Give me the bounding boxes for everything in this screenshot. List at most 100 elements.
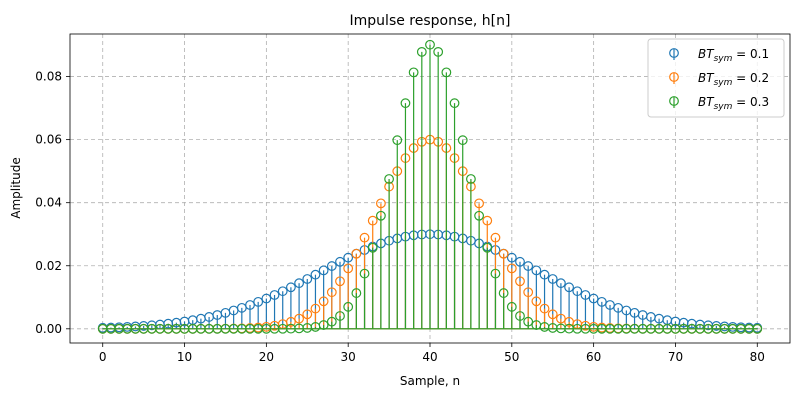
stem-marker [539, 303, 550, 314]
stem-marker [490, 232, 501, 243]
legend-entry: BTsym = 0.2 [669, 71, 769, 88]
legend-label: BTsym = 0.1 [698, 47, 769, 64]
stem-marker [310, 303, 321, 314]
legend-entry: BTsym = 0.1 [669, 47, 769, 64]
stem-marker [326, 287, 337, 298]
stem-marker [286, 282, 296, 293]
stem-marker [474, 210, 484, 221]
x-tick-label: 50 [504, 350, 519, 364]
stem-marker [269, 290, 280, 300]
stem-marker [515, 311, 525, 321]
stem-marker [433, 46, 444, 57]
stem-marker [351, 288, 362, 298]
stem-marker [564, 282, 574, 293]
x-tick-label: 10 [177, 350, 192, 364]
stem-marker [335, 276, 345, 287]
x-tick-label: 0 [99, 350, 107, 364]
y-tick-label: 0.08 [35, 70, 62, 84]
stem-marker [556, 278, 566, 289]
y-axis-label: Amplitude [9, 157, 23, 219]
stem-marker [318, 296, 329, 307]
legend-marker [669, 96, 679, 106]
y-tick-label: 0.00 [35, 322, 62, 336]
stem-marker [253, 296, 264, 307]
stem-marker [400, 98, 411, 109]
stem-marker [376, 198, 386, 209]
stem-marker [506, 252, 517, 263]
stem-marker [523, 316, 534, 327]
stem-marker [245, 300, 255, 310]
x-axis-label: Sample, n [400, 374, 460, 388]
x-tick-label: 80 [750, 350, 765, 364]
x-tick-label: 40 [422, 350, 437, 364]
legend-label: BTsym = 0.3 [698, 95, 769, 112]
stem-marker [343, 263, 354, 274]
stem-marker [302, 274, 313, 284]
stem-marker [531, 265, 542, 276]
stem-marker [326, 261, 337, 271]
stem-marker [515, 276, 525, 287]
stem-marker [367, 242, 378, 253]
legend-label: BTsym = 0.2 [698, 71, 769, 88]
stem-marker [318, 265, 329, 276]
stem-marker [556, 313, 566, 324]
axis-ticks: 0 10 20 30 40 50 60 70 80 0.00 0.02 0.04 0.06 0.08 [35, 70, 765, 364]
stem-marker [498, 248, 509, 259]
stem-marker [351, 248, 362, 259]
legend-marker [669, 72, 679, 82]
stem-marker [580, 290, 591, 300]
legend-box [647, 38, 785, 118]
stem-marker [457, 135, 468, 146]
stem-marker [588, 293, 599, 304]
stem-marker [294, 278, 304, 289]
stem-marker [441, 67, 452, 78]
stem-marker [482, 242, 493, 253]
stem-marker [335, 311, 345, 321]
stem-marker [752, 323, 763, 334]
stem-marker [392, 135, 403, 146]
legend: BTsym = 0.1 BTsym = 0.2 BTsym = 0.3 [647, 38, 785, 118]
stem-marker [286, 316, 296, 327]
stem-marker [490, 268, 501, 279]
stem-marker [474, 198, 484, 209]
legend-marker [669, 48, 679, 58]
stem-marker [326, 316, 337, 327]
stem-marker [359, 268, 370, 279]
series-3 [97, 39, 763, 334]
stem-marker [384, 174, 394, 184]
stem-marker [294, 313, 304, 324]
x-tick-label: 20 [259, 350, 274, 364]
legend-entry: BTsym = 0.3 [669, 95, 769, 112]
chart-title: Impulse response, h[n] [350, 13, 511, 29]
stem-series [97, 39, 763, 334]
y-tick-label: 0.02 [35, 259, 62, 273]
stem-marker [425, 39, 435, 50]
stem-marker [367, 215, 378, 226]
stem-marker [343, 301, 354, 312]
stem-marker [506, 301, 517, 312]
stem-marker [572, 286, 583, 297]
stem-marker [523, 261, 534, 271]
stem-marker [376, 210, 386, 221]
x-tick-label: 30 [341, 350, 356, 364]
stem-marker [318, 320, 329, 330]
stem-marker [359, 232, 370, 243]
stem-marker [515, 256, 525, 267]
y-tick-label: 0.04 [35, 196, 62, 210]
stem-marker [539, 269, 550, 280]
stem-marker [449, 98, 460, 109]
stem-marker [408, 67, 419, 78]
x-tick-label: 60 [586, 350, 601, 364]
stem-marker [302, 309, 313, 320]
stem-marker [482, 215, 493, 226]
stem-marker [416, 46, 427, 57]
x-tick-label: 70 [668, 350, 683, 364]
stem-marker [277, 286, 288, 297]
stem-marker [343, 252, 354, 263]
stem-marker [310, 269, 321, 280]
stem-marker [506, 263, 517, 274]
stem-marker [596, 296, 607, 307]
stem-marker [547, 274, 558, 284]
stem-marker [523, 287, 534, 298]
